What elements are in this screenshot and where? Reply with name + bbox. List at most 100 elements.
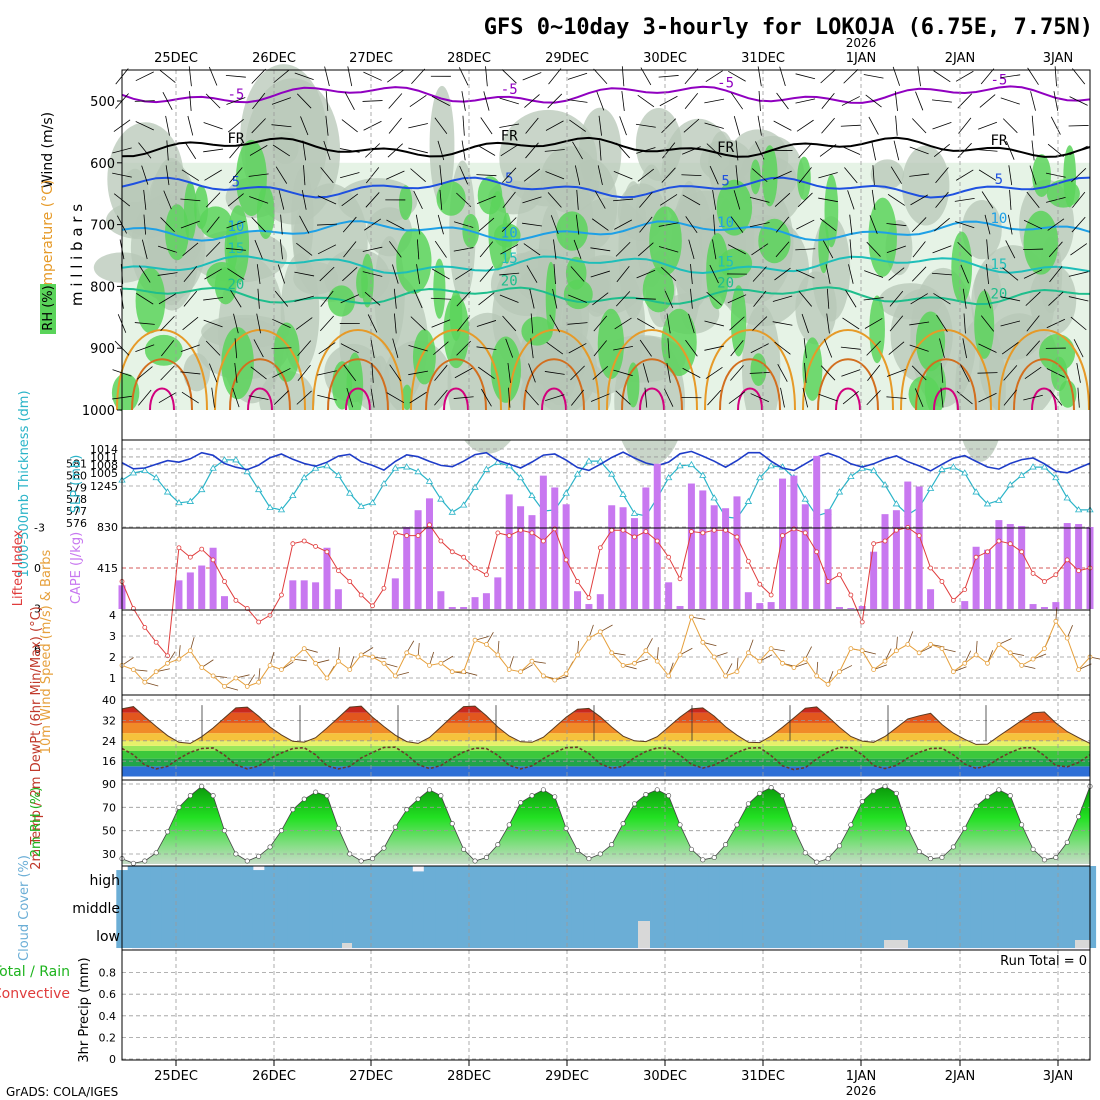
cloud-bar bbox=[879, 893, 892, 921]
wind-barb bbox=[544, 371, 565, 375]
cloud-bar bbox=[617, 893, 630, 921]
thickness-marker bbox=[459, 501, 468, 508]
wind-barb bbox=[158, 392, 177, 404]
lifted-index-marker bbox=[928, 565, 933, 571]
cloud-bar bbox=[993, 893, 1005, 921]
wind-barb bbox=[615, 390, 631, 405]
wind-barb bbox=[986, 264, 989, 285]
wind-barb bbox=[1000, 74, 1021, 79]
wind10-marker bbox=[814, 673, 820, 679]
wind10-marker bbox=[848, 646, 854, 651]
wind10-marker bbox=[427, 663, 432, 668]
wind-barb bbox=[410, 316, 426, 331]
wind-barb bbox=[136, 366, 153, 380]
cloud-bar bbox=[959, 893, 971, 921]
thickness-tick-label: 577 bbox=[66, 505, 87, 518]
thickness-marker bbox=[1017, 471, 1026, 478]
wind-barb bbox=[1076, 363, 1081, 383]
thickness-marker bbox=[926, 484, 935, 491]
wind-barb bbox=[1001, 342, 1019, 355]
wind-barb bbox=[501, 217, 517, 232]
cloud-bar bbox=[583, 921, 596, 948]
cape-bar bbox=[642, 487, 650, 609]
cloud-bar bbox=[651, 921, 664, 948]
rh-green-blob bbox=[111, 373, 140, 413]
wind-barb bbox=[707, 389, 722, 406]
cloud-bar bbox=[754, 893, 766, 921]
cloud-bar bbox=[617, 921, 630, 948]
wind-barb bbox=[545, 120, 564, 131]
cape-bar bbox=[1052, 602, 1060, 609]
cloud-bar bbox=[435, 893, 447, 921]
rh-marker bbox=[233, 851, 239, 857]
wind-barb bbox=[388, 93, 403, 109]
wind-barb bbox=[1029, 165, 1037, 185]
wind-barb bbox=[251, 217, 266, 233]
wind10-marker bbox=[632, 660, 637, 666]
wind10-marker bbox=[199, 665, 205, 670]
wind-barb bbox=[139, 265, 151, 283]
cape-tick-label: 830 bbox=[97, 521, 118, 534]
slp-tick-label: 1014 bbox=[90, 443, 118, 456]
rh-marker bbox=[199, 783, 205, 789]
temp-tick-label: 40 bbox=[102, 694, 116, 707]
wind-barb bbox=[364, 218, 382, 231]
rh-marker bbox=[221, 828, 227, 834]
cloud-bar bbox=[332, 893, 345, 921]
wind-barb bbox=[416, 264, 421, 284]
top-day-label: 25DEC bbox=[154, 51, 198, 66]
wind-barb bbox=[462, 115, 465, 136]
cape-bar bbox=[425, 498, 433, 609]
wind10-marker bbox=[575, 652, 580, 658]
lifted-index-marker bbox=[882, 538, 888, 544]
cloud-bar bbox=[526, 921, 539, 948]
isotherm-label: FR bbox=[717, 140, 734, 156]
isotherm-label: 20 bbox=[501, 274, 518, 290]
wind-barb bbox=[1046, 318, 1066, 329]
wind-barb bbox=[684, 93, 699, 109]
cloud-bar bbox=[252, 870, 265, 893]
wind-barb bbox=[909, 344, 929, 352]
cloud-bar bbox=[1027, 921, 1040, 948]
cloud-bar bbox=[628, 921, 641, 948]
wind10-marker bbox=[370, 654, 375, 660]
wind-barb bbox=[505, 338, 514, 358]
cloud-bar bbox=[549, 921, 561, 948]
warm-isotherm-loop bbox=[131, 358, 193, 411]
wind-barb bbox=[616, 142, 630, 159]
wind-barb bbox=[954, 198, 975, 202]
wind-barb bbox=[1023, 269, 1043, 279]
cloud-bar bbox=[389, 866, 402, 893]
wind-barb bbox=[203, 148, 224, 153]
precip-legend-total: Total / Rain bbox=[0, 964, 70, 980]
rh-marker bbox=[859, 798, 865, 804]
wind-barb bbox=[958, 117, 972, 134]
wind-barb bbox=[1073, 339, 1084, 358]
wind-barb bbox=[180, 198, 201, 202]
wind10-marker bbox=[529, 658, 535, 664]
rh-green-blob bbox=[227, 205, 250, 284]
wind-barb bbox=[1000, 320, 1021, 327]
cloud-bar bbox=[241, 921, 254, 948]
wind-barb bbox=[704, 320, 724, 327]
wind-barb bbox=[387, 70, 404, 83]
wind-barb bbox=[294, 271, 315, 277]
wind-barb bbox=[915, 91, 924, 111]
cloud-bar bbox=[161, 893, 174, 921]
cloud-bar bbox=[1061, 866, 1074, 893]
wind10-tick-label: 1 bbox=[109, 672, 116, 685]
wind-barb bbox=[933, 70, 951, 83]
rh-marker bbox=[210, 793, 216, 799]
wind10-marker bbox=[267, 663, 273, 668]
cloud-bar bbox=[936, 866, 949, 893]
wind-barb bbox=[274, 290, 289, 307]
rh-marker bbox=[187, 793, 193, 799]
wind-barb bbox=[203, 297, 224, 301]
cape-bar bbox=[596, 594, 604, 609]
wind-barb bbox=[502, 191, 516, 208]
rh-green-blob bbox=[273, 322, 300, 382]
wind-barb bbox=[796, 219, 815, 230]
wind-barb bbox=[294, 295, 314, 302]
top-day-label: 31DEC bbox=[741, 51, 785, 66]
wind-barb bbox=[233, 313, 239, 334]
